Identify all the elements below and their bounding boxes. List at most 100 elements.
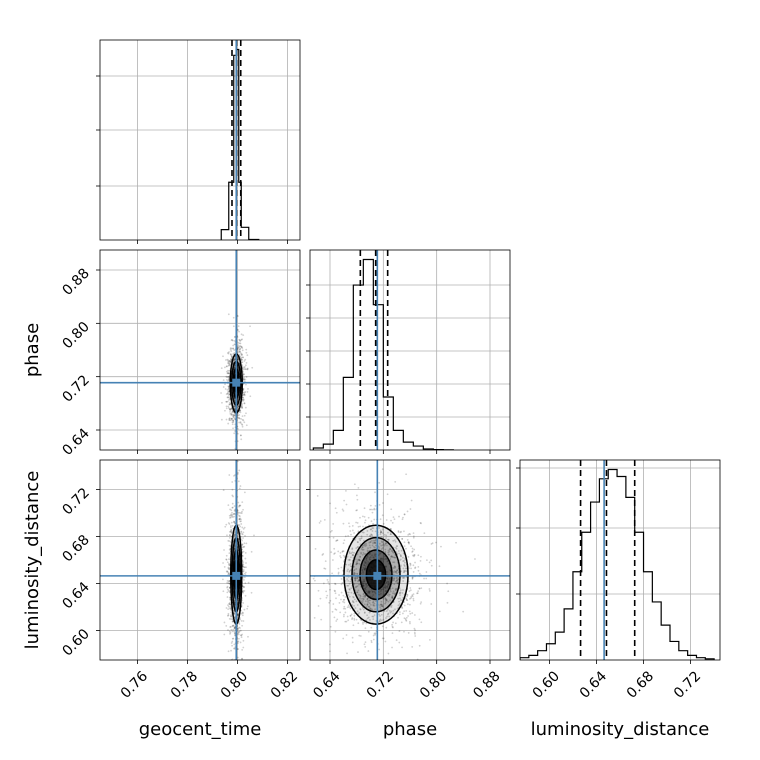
sample-point (343, 539, 346, 542)
sample-point (349, 580, 352, 583)
sample-point (337, 572, 340, 575)
sample-point (348, 525, 351, 528)
sample-point (394, 480, 397, 483)
sample-point (371, 544, 374, 547)
sample-point (241, 406, 243, 409)
sample-point (329, 599, 332, 602)
panel-geocent_time-vs-phase (96, 249, 301, 454)
sample-point (398, 600, 400, 603)
sample-point (225, 570, 228, 573)
sample-point (240, 405, 243, 408)
sample-point (240, 356, 243, 359)
sample-point (228, 568, 231, 571)
sample-point (379, 618, 382, 621)
sample-point (234, 548, 236, 550)
sample-point (230, 642, 233, 644)
sample-point (237, 347, 239, 350)
sample-point (420, 621, 423, 624)
sample-point (228, 580, 231, 582)
sample-point (396, 607, 399, 610)
sample-point (251, 366, 254, 369)
sample-point (245, 351, 248, 354)
sample-point (385, 581, 388, 584)
sample-point (381, 605, 383, 608)
sample-point (393, 518, 396, 521)
sample-point (319, 520, 322, 523)
sample-point (384, 566, 387, 569)
sample-point (341, 550, 344, 553)
sample-point (344, 620, 347, 623)
sample-point (378, 527, 381, 529)
sample-point (390, 555, 393, 557)
sample-point (237, 358, 239, 361)
sample-point (378, 547, 381, 549)
sample-point (361, 554, 364, 556)
sample-point (406, 510, 409, 513)
sample-point (379, 557, 382, 560)
sample-point (233, 513, 236, 515)
sample-point (236, 427, 239, 430)
sample-point (409, 587, 412, 589)
sample-point (332, 536, 335, 539)
sample-point (240, 338, 243, 341)
sample-point (374, 539, 377, 542)
sample-point (358, 562, 361, 565)
sample-point (391, 597, 394, 600)
sample-point (385, 581, 388, 584)
sample-point (354, 577, 357, 579)
sample-point (232, 628, 235, 631)
sample-point (344, 611, 347, 614)
sample-point (240, 620, 243, 622)
sample-point (243, 394, 246, 397)
sample-point (386, 573, 389, 576)
sample-point (233, 340, 236, 342)
sample-point (383, 610, 386, 613)
sample-point (239, 504, 242, 507)
sample-point (416, 592, 418, 595)
sample-point (224, 409, 226, 412)
sample-point (241, 611, 244, 614)
sample-point (403, 576, 406, 579)
sample-point (241, 539, 243, 542)
sample-point (395, 570, 398, 573)
sample-point (230, 513, 232, 516)
sample-point (388, 550, 391, 553)
sample-point (405, 616, 408, 619)
sample-point (243, 366, 246, 368)
sample-point (385, 598, 388, 601)
sample-point (239, 520, 242, 523)
sample-point (367, 630, 370, 633)
sample-point (226, 372, 229, 375)
sample-point (227, 567, 230, 570)
sample-point (232, 416, 235, 419)
sample-point (406, 539, 409, 541)
sample-point (243, 360, 246, 362)
sample-point (240, 418, 242, 420)
sample-point (349, 565, 352, 568)
sample-point (411, 576, 414, 579)
sample-point (361, 548, 364, 551)
sample-point (360, 535, 363, 538)
sample-point (242, 561, 245, 564)
sample-point (367, 591, 370, 593)
sample-point (238, 511, 241, 514)
sample-point (228, 418, 231, 421)
sample-point (232, 325, 235, 328)
sample-point (366, 533, 369, 536)
sample-point (333, 547, 336, 550)
sample-point (245, 412, 247, 415)
sample-point (373, 508, 376, 511)
sample-point (366, 584, 369, 587)
sample-point (348, 582, 351, 585)
sample-point (370, 533, 373, 536)
sample-point (368, 544, 371, 547)
sample-point (363, 621, 366, 624)
sample-point (411, 578, 414, 580)
sample-point (243, 566, 246, 569)
sample-point (244, 551, 247, 554)
sample-point (397, 531, 400, 534)
sample-point (227, 582, 230, 585)
sample-point (447, 590, 450, 593)
sample-point (313, 617, 316, 619)
sample-point (227, 608, 230, 611)
